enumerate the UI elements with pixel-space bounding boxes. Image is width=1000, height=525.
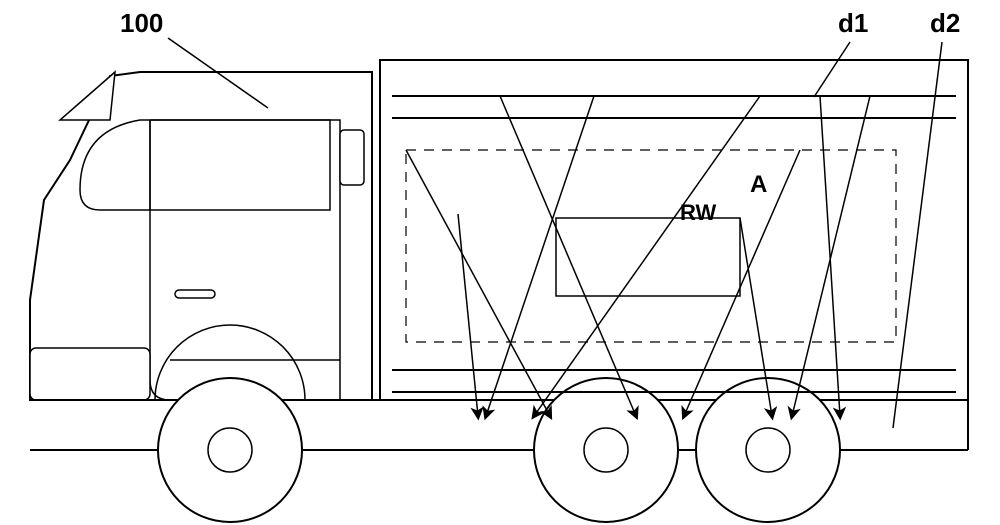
side-mirror <box>340 130 364 185</box>
label-d1: d1 <box>838 8 868 39</box>
cargo-box <box>380 60 968 400</box>
front-bumper <box>30 348 150 400</box>
wheel-outer <box>696 378 840 522</box>
label-d2: d2 <box>930 8 960 39</box>
roof-deflector <box>60 72 115 120</box>
label-RW: RW <box>680 200 716 226</box>
diagram-canvas <box>0 0 1000 525</box>
label-100: 100 <box>120 8 163 39</box>
wheel-outer <box>158 378 302 522</box>
label-A: A <box>750 171 767 199</box>
wheel-outer <box>534 378 678 522</box>
truck-group <box>30 60 968 522</box>
